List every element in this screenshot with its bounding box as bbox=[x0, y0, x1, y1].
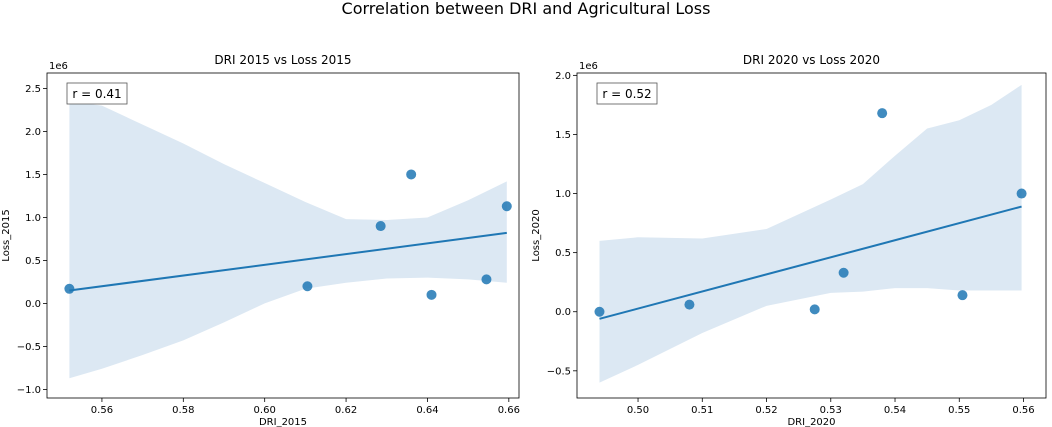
correlation-annotation: r = 0.52 bbox=[602, 87, 651, 101]
x-tick-label: 0.51 bbox=[691, 405, 713, 416]
scatter-point bbox=[481, 274, 492, 285]
scatter-point bbox=[684, 299, 695, 310]
y-tick-label: 1.5 bbox=[25, 170, 41, 181]
subplot-title: DRI 2015 vs Loss 2015 bbox=[214, 53, 351, 67]
subplot-2015: 0.56 0.58 0.60 0.62 0.64 0.66 −1.0 −0.5 0.0 0.5 1.… bbox=[1, 53, 520, 427]
x-tick-label: 0.54 bbox=[884, 405, 906, 416]
y-offset-label: 1e6 bbox=[579, 61, 598, 72]
x-axis-label: DRI_2020 bbox=[787, 417, 835, 427]
figure-title: Correlation between DRI and Agricultural… bbox=[341, 0, 711, 18]
y-tick-label: 2.0 bbox=[25, 127, 41, 138]
scatter-point bbox=[406, 169, 417, 180]
y-tick-label: 0.0 bbox=[25, 299, 41, 310]
y-tick-label: 1.0 bbox=[25, 213, 41, 224]
x-tick-label: 0.53 bbox=[820, 405, 842, 416]
correlation-annotation: r = 0.41 bbox=[72, 87, 121, 101]
y-axis-label: Loss_2020 bbox=[531, 209, 542, 261]
x-tick-label: 0.60 bbox=[254, 405, 276, 416]
y-tick-label: 2.0 bbox=[555, 71, 571, 82]
y-tick-label: 0.5 bbox=[555, 248, 571, 259]
regression-line bbox=[69, 231, 507, 292]
confidence-band bbox=[69, 101, 507, 379]
y-axis-label: Loss_2015 bbox=[1, 209, 12, 261]
axes-frame bbox=[576, 72, 1047, 399]
scatter-point bbox=[957, 290, 968, 301]
x-tick-label: 0.66 bbox=[498, 405, 520, 416]
confidence-band bbox=[599, 84, 1022, 383]
x-tick-label: 0.55 bbox=[948, 405, 970, 416]
scatter-point bbox=[501, 201, 512, 212]
x-tick-label: 0.52 bbox=[755, 405, 777, 416]
scatter-point bbox=[594, 306, 605, 317]
regression-line bbox=[599, 205, 1022, 320]
x-tick-label: 0.62 bbox=[335, 405, 357, 416]
scatter-point bbox=[64, 283, 75, 294]
x-axis-label: DRI_2015 bbox=[259, 417, 307, 427]
x-tick-label: 0.56 bbox=[91, 405, 113, 416]
subplot-title: DRI 2020 vs Loss 2020 bbox=[743, 53, 880, 67]
scatter-point bbox=[877, 108, 888, 119]
annotation-box bbox=[66, 82, 128, 105]
x-tick-label: 0.56 bbox=[1012, 405, 1034, 416]
scatter-point bbox=[1016, 188, 1027, 199]
y-tick-label: −1.0 bbox=[17, 385, 41, 396]
y-tick-label: −0.5 bbox=[17, 342, 41, 353]
y-tick-label: 0.0 bbox=[555, 307, 571, 318]
y-tick-label: 1.0 bbox=[555, 189, 571, 200]
x-tick-label: 0.58 bbox=[172, 405, 194, 416]
y-tick-label: 2.5 bbox=[25, 84, 41, 95]
scatter-point bbox=[426, 289, 437, 300]
scatter-point bbox=[809, 304, 820, 315]
y-tick-label: 1.5 bbox=[555, 130, 571, 141]
annotation-box bbox=[596, 82, 658, 105]
axes-frame bbox=[46, 72, 520, 399]
y-offset-label: 1e6 bbox=[49, 61, 68, 72]
subplot-2020: 0.50 0.51 0.52 0.53 0.54 0.55 0.56 −0.5 0.0 0.5 1.… bbox=[531, 53, 1047, 427]
x-tick-label: 0.50 bbox=[627, 405, 649, 416]
scatter-point bbox=[838, 267, 849, 278]
x-tick-label: 0.64 bbox=[416, 405, 438, 416]
y-tick-label: −0.5 bbox=[547, 366, 571, 377]
scatter-point bbox=[375, 221, 386, 232]
y-tick-label: 0.5 bbox=[25, 256, 41, 267]
scatter-point bbox=[302, 281, 313, 292]
